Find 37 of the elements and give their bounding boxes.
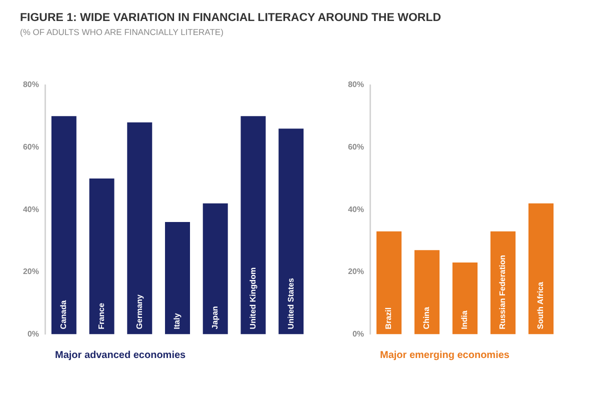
x-tick-label: China: [422, 306, 432, 330]
x-tick-label: France: [96, 302, 106, 330]
bar: [202, 203, 228, 334]
x-tick-label: Germany: [134, 294, 144, 330]
y-tick-label: 0%: [352, 329, 364, 338]
bar: [165, 222, 190, 334]
y-tick-label: 60%: [348, 142, 364, 152]
x-tick-label: Brazil: [384, 307, 394, 330]
x-tick-label: India: [460, 310, 470, 330]
x-tick-label: Italy: [172, 312, 182, 330]
x-tick-label: United States: [286, 278, 296, 330]
bar: [127, 122, 152, 334]
bar: [278, 128, 304, 334]
chart-title: FIGURE 1: WIDE VARIATION IN FINANCIAL LITERACY AROUND THE WORLD: [20, 12, 442, 24]
y-tick-label: 40%: [22, 204, 39, 214]
bar: [376, 231, 402, 334]
chart-subtitle: (% OF ADULTS WHO ARE FINANCIALLY LITERATE): [20, 27, 224, 37]
y-tick-label: 20%: [348, 267, 364, 276]
y-tick-label: 0%: [27, 329, 39, 338]
bar: [89, 178, 114, 334]
bar: [414, 250, 440, 334]
bar: [452, 262, 478, 334]
x-tick-label: South Africa: [536, 281, 546, 330]
x-axis-title: Major emerging economies: [380, 350, 510, 361]
y-tick-label: 60%: [22, 142, 39, 152]
y-tick-label: 80%: [348, 80, 364, 90]
x-tick-label: Russian Federation: [498, 254, 508, 330]
bar: [528, 203, 554, 334]
y-tick-label: 20%: [22, 267, 39, 276]
y-tick-label: 80%: [22, 80, 39, 90]
x-tick-label: Japan: [210, 306, 220, 330]
x-tick-label: Canada: [59, 300, 68, 330]
x-axis-title: Major advanced economies: [55, 350, 186, 361]
x-tick-label: United Kingdom: [248, 267, 258, 330]
y-tick-label: 40%: [348, 204, 364, 214]
bar: [240, 116, 266, 334]
bar: [51, 116, 76, 334]
